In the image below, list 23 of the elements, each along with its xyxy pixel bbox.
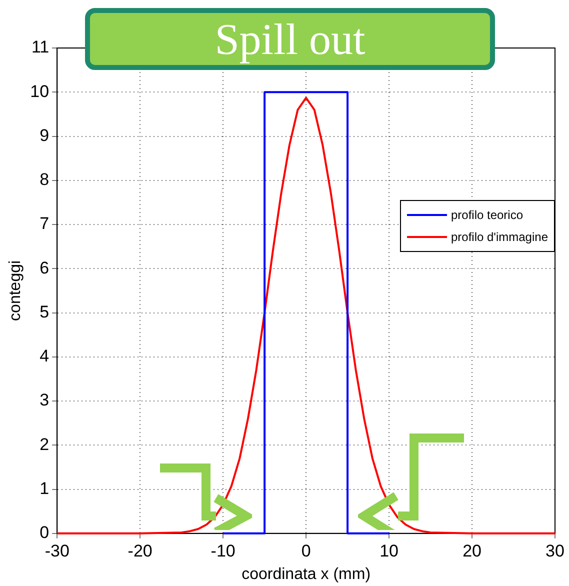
x-axis-title: coordinata x (mm) — [242, 566, 371, 583]
y-tick-label: 8 — [40, 170, 50, 190]
x-tick-label: -20 — [128, 541, 152, 560]
x-tick-label: 30 — [546, 541, 564, 560]
legend-label: profilo teorico — [450, 207, 524, 224]
y-tick-label: 4 — [40, 346, 50, 366]
legend-label: profilo d'immagine — [450, 229, 548, 246]
y-tick-label: 3 — [40, 390, 50, 410]
y-tick-label: 5 — [40, 302, 50, 322]
y-tick-label: 9 — [40, 126, 50, 145]
y-tick-label: 7 — [40, 214, 50, 234]
y-tick-label: 10 — [30, 82, 50, 101]
y-tick-label: 2 — [40, 434, 50, 454]
y-tick-label: 6 — [40, 258, 50, 278]
x-tick-label: 10 — [380, 541, 398, 560]
x-tick-label: -30 — [44, 541, 70, 560]
x-tick-label: -10 — [210, 541, 236, 560]
y-tick-label: 0 — [40, 523, 50, 542]
y-tick-label: 1 — [40, 478, 50, 498]
x-tick-label: 0 — [301, 541, 311, 560]
y-axis-title: conteggi — [7, 260, 24, 321]
y-tick-label: 11 — [31, 38, 50, 57]
x-tick-label: 20 — [462, 541, 482, 560]
